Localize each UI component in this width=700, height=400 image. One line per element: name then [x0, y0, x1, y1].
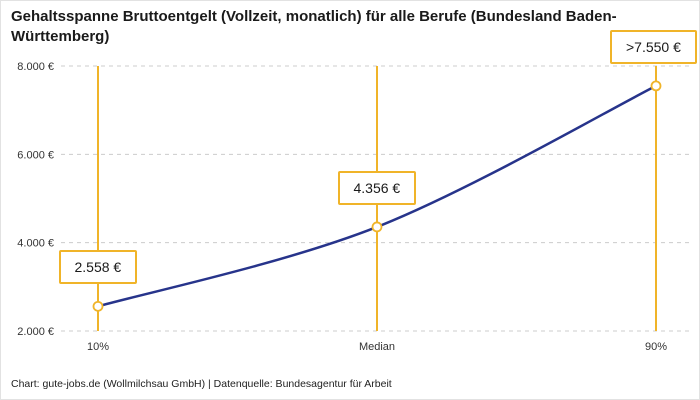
data-point-marker: [92, 300, 104, 312]
x-tick-label: Median: [359, 341, 395, 353]
data-point-markers: [92, 80, 662, 312]
data-point-marker: [371, 221, 383, 233]
point-value-label: >7.550 €: [610, 29, 697, 64]
data-point-marker: [650, 80, 662, 92]
y-tick-label: 6.000 €: [17, 149, 54, 161]
y-tick-label: 8.000 €: [17, 61, 54, 73]
chart-title: Gehaltsspanne Bruttoentgelt (Vollzeit, m…: [11, 8, 617, 46]
point-value-label: 2.558 €: [58, 250, 138, 285]
x-tick-label: 10%: [87, 341, 109, 353]
chart-footer: Chart: gute-jobs.de (Wollmilchsau GmbH) …: [11, 378, 392, 390]
point-value-label: 4.356 €: [337, 170, 417, 205]
y-tick-label: 2.000 €: [17, 326, 54, 338]
percentile-lines: 10% Median 90%: [87, 66, 667, 353]
x-tick-label: 90%: [645, 341, 667, 353]
y-tick-label: 4.000 €: [17, 238, 54, 250]
